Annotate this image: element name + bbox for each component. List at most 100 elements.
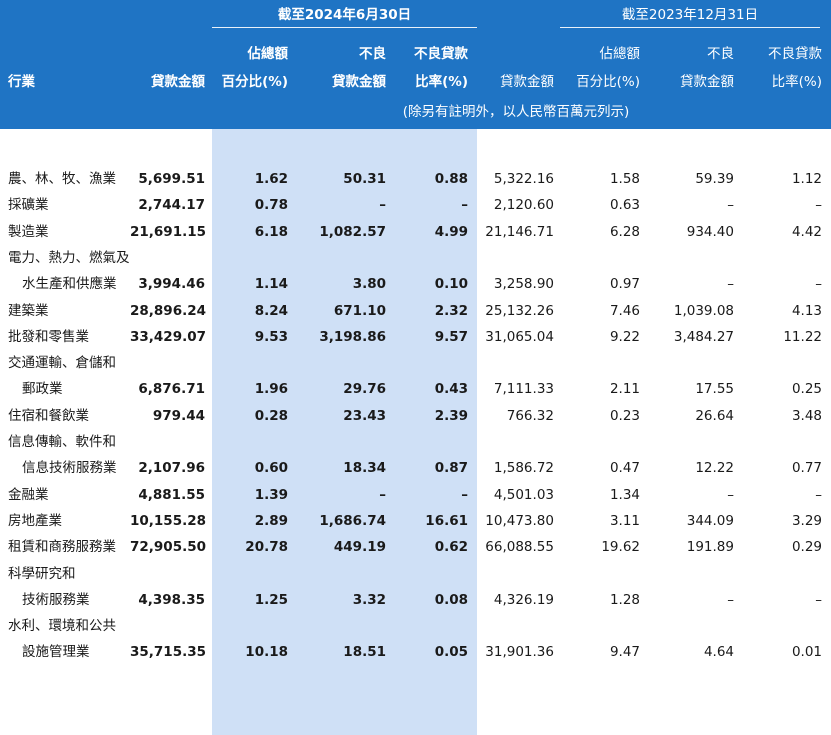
value-cell [300,350,386,376]
table-row: 技術服務業 4,398.35 1.25 3.32 0.08 4,326.19 1.28 – – [0,587,831,613]
value-cell: 0.47 [609,460,640,477]
table-row: 農、林、牧、漁業 5,699.51 1.62 50.31 0.88 5,322.16 1.5… [0,166,831,192]
value-cell: 2.32 [434,302,468,319]
table-row: 交通運輸、倉儲和 [0,350,831,376]
value-cell: 0.25 [791,381,822,398]
table-row: 金融業 4,881.55 1.39 – – 4,501.03 1.34 – – [0,482,831,508]
value-cell: – [815,276,822,293]
table-row: 建築業 28,896.24 8.24 671.10 2.32 25,132.26 7.46 1… [0,298,831,324]
col-header-nplratio-top-2024: 不良貸款 [414,46,468,62]
table-row: 設施管理業 35,715.35 10.18 18.51 0.05 31,901.36 9.4… [0,639,831,665]
col-header-pct-bot-2024: 百分比(%) [221,74,288,90]
group-underline-2024 [212,27,477,28]
value-cell [740,561,822,587]
value-cell: 0.97 [609,276,640,293]
value-cell: 1.14 [254,276,288,293]
value-cell: 0.05 [434,644,468,661]
value-cell: – [727,276,734,293]
value-cell [212,245,288,271]
value-cell [560,350,640,376]
value-cell: 72,905.50 [130,539,207,556]
value-cell: 23.43 [343,407,386,424]
industry-label: 科學研究和 [8,565,76,582]
value-cell: 21,691.15 [130,223,207,240]
table-row: 住宿和餐飲業 979.44 0.28 23.43 2.39 766.32 0.23 26.64… [0,403,831,429]
value-cell: 11.22 [783,328,822,345]
value-cell [130,613,205,639]
col-header-loan-amount-2023: 貸款金額 [500,74,554,90]
value-cell: 7,111.33 [493,381,554,398]
industry-label: 製造業 [8,223,49,240]
table-row: 租賃和商務服務業 72,905.50 20.78 449.19 0.62 66,088.5… [0,534,831,560]
value-cell: 3,994.46 [138,276,205,293]
value-cell [740,613,822,639]
value-cell [478,613,554,639]
value-cell: 10,155.28 [130,512,207,529]
industry-label: 農、林、牧、漁業 [8,171,116,187]
group-header-2024: 截至2024年6月30日 [277,7,412,23]
value-cell: 3.29 [791,512,822,529]
value-cell [392,561,468,587]
value-cell [646,429,734,455]
value-cell: 0.10 [434,276,468,293]
value-cell [392,613,468,639]
value-cell: 0.23 [609,407,640,424]
value-cell [130,429,205,455]
industry-label: 水利、環境和公共 [8,618,116,635]
value-cell: 2.39 [434,407,468,424]
value-cell: 0.08 [434,591,468,608]
value-cell: 3,258.90 [493,276,554,293]
industry-label: 批發和零售業 [8,328,89,345]
value-cell: 3.11 [609,512,640,529]
value-cell: 6.28 [609,223,640,240]
value-cell [478,429,554,455]
value-cell: 0.78 [254,197,288,214]
value-cell [212,561,288,587]
value-cell: – [815,197,822,214]
unit-note: (除另有註明外，以人民幣百萬元列示) [402,104,630,120]
industry-label: 金融業 [8,486,49,503]
value-cell [392,429,468,455]
value-cell: 1,686.74 [319,512,386,529]
value-cell: 2,744.17 [138,197,205,214]
value-cell: 9.57 [434,328,468,345]
group-underline-2023 [560,27,820,28]
value-cell [646,350,734,376]
value-cell: 1,039.08 [673,302,734,319]
value-cell [212,350,288,376]
value-cell [130,245,205,271]
value-cell [130,561,205,587]
col-header-npl-bot-2023: 貸款金額 [680,74,734,90]
value-cell [646,561,734,587]
col-header-npl-top-2024: 不良 [359,46,386,62]
table-row: 房地產業 10,155.28 2.89 1,686.74 16.61 10,473.80 3… [0,508,831,534]
value-cell: 0.87 [434,460,468,477]
industry-label: 電力、熱力、燃氣及 [8,249,130,266]
value-cell: 0.28 [254,407,288,424]
col-header-npl-top-2023: 不良 [707,46,734,62]
value-cell: – [379,197,386,214]
industry-label: 信息傳輸、軟件和 [8,434,116,450]
industry-label: 交通運輸、倉儲和 [8,355,116,372]
industry-label: 技術服務業 [22,591,90,608]
value-cell: 1.96 [254,381,288,398]
col-header-nplratio-top-2023: 不良貸款 [768,46,822,62]
value-cell: 18.51 [343,644,386,661]
value-cell: 1.34 [609,486,640,503]
industry-label: 住宿和餐飲業 [8,407,89,424]
value-cell: 1,586.72 [493,460,554,477]
highlight-column-2024 [212,129,477,735]
col-header-npl-bot-2024: 貸款金額 [332,74,386,90]
value-cell: 18.34 [343,460,386,477]
value-cell: 1.25 [254,591,288,608]
industry-label: 信息技術服務業 [22,460,117,477]
table-row: 製造業 21,691.15 6.18 1,082.57 4.99 21,146.71 6.2… [0,219,831,245]
value-cell: 4.42 [791,223,822,240]
value-cell: 28,896.24 [130,302,207,319]
value-cell: 0.60 [254,460,288,477]
value-cell [130,350,205,376]
value-cell: 12.22 [695,460,734,477]
value-cell: 0.43 [434,381,468,398]
value-cell: 0.63 [609,197,640,214]
